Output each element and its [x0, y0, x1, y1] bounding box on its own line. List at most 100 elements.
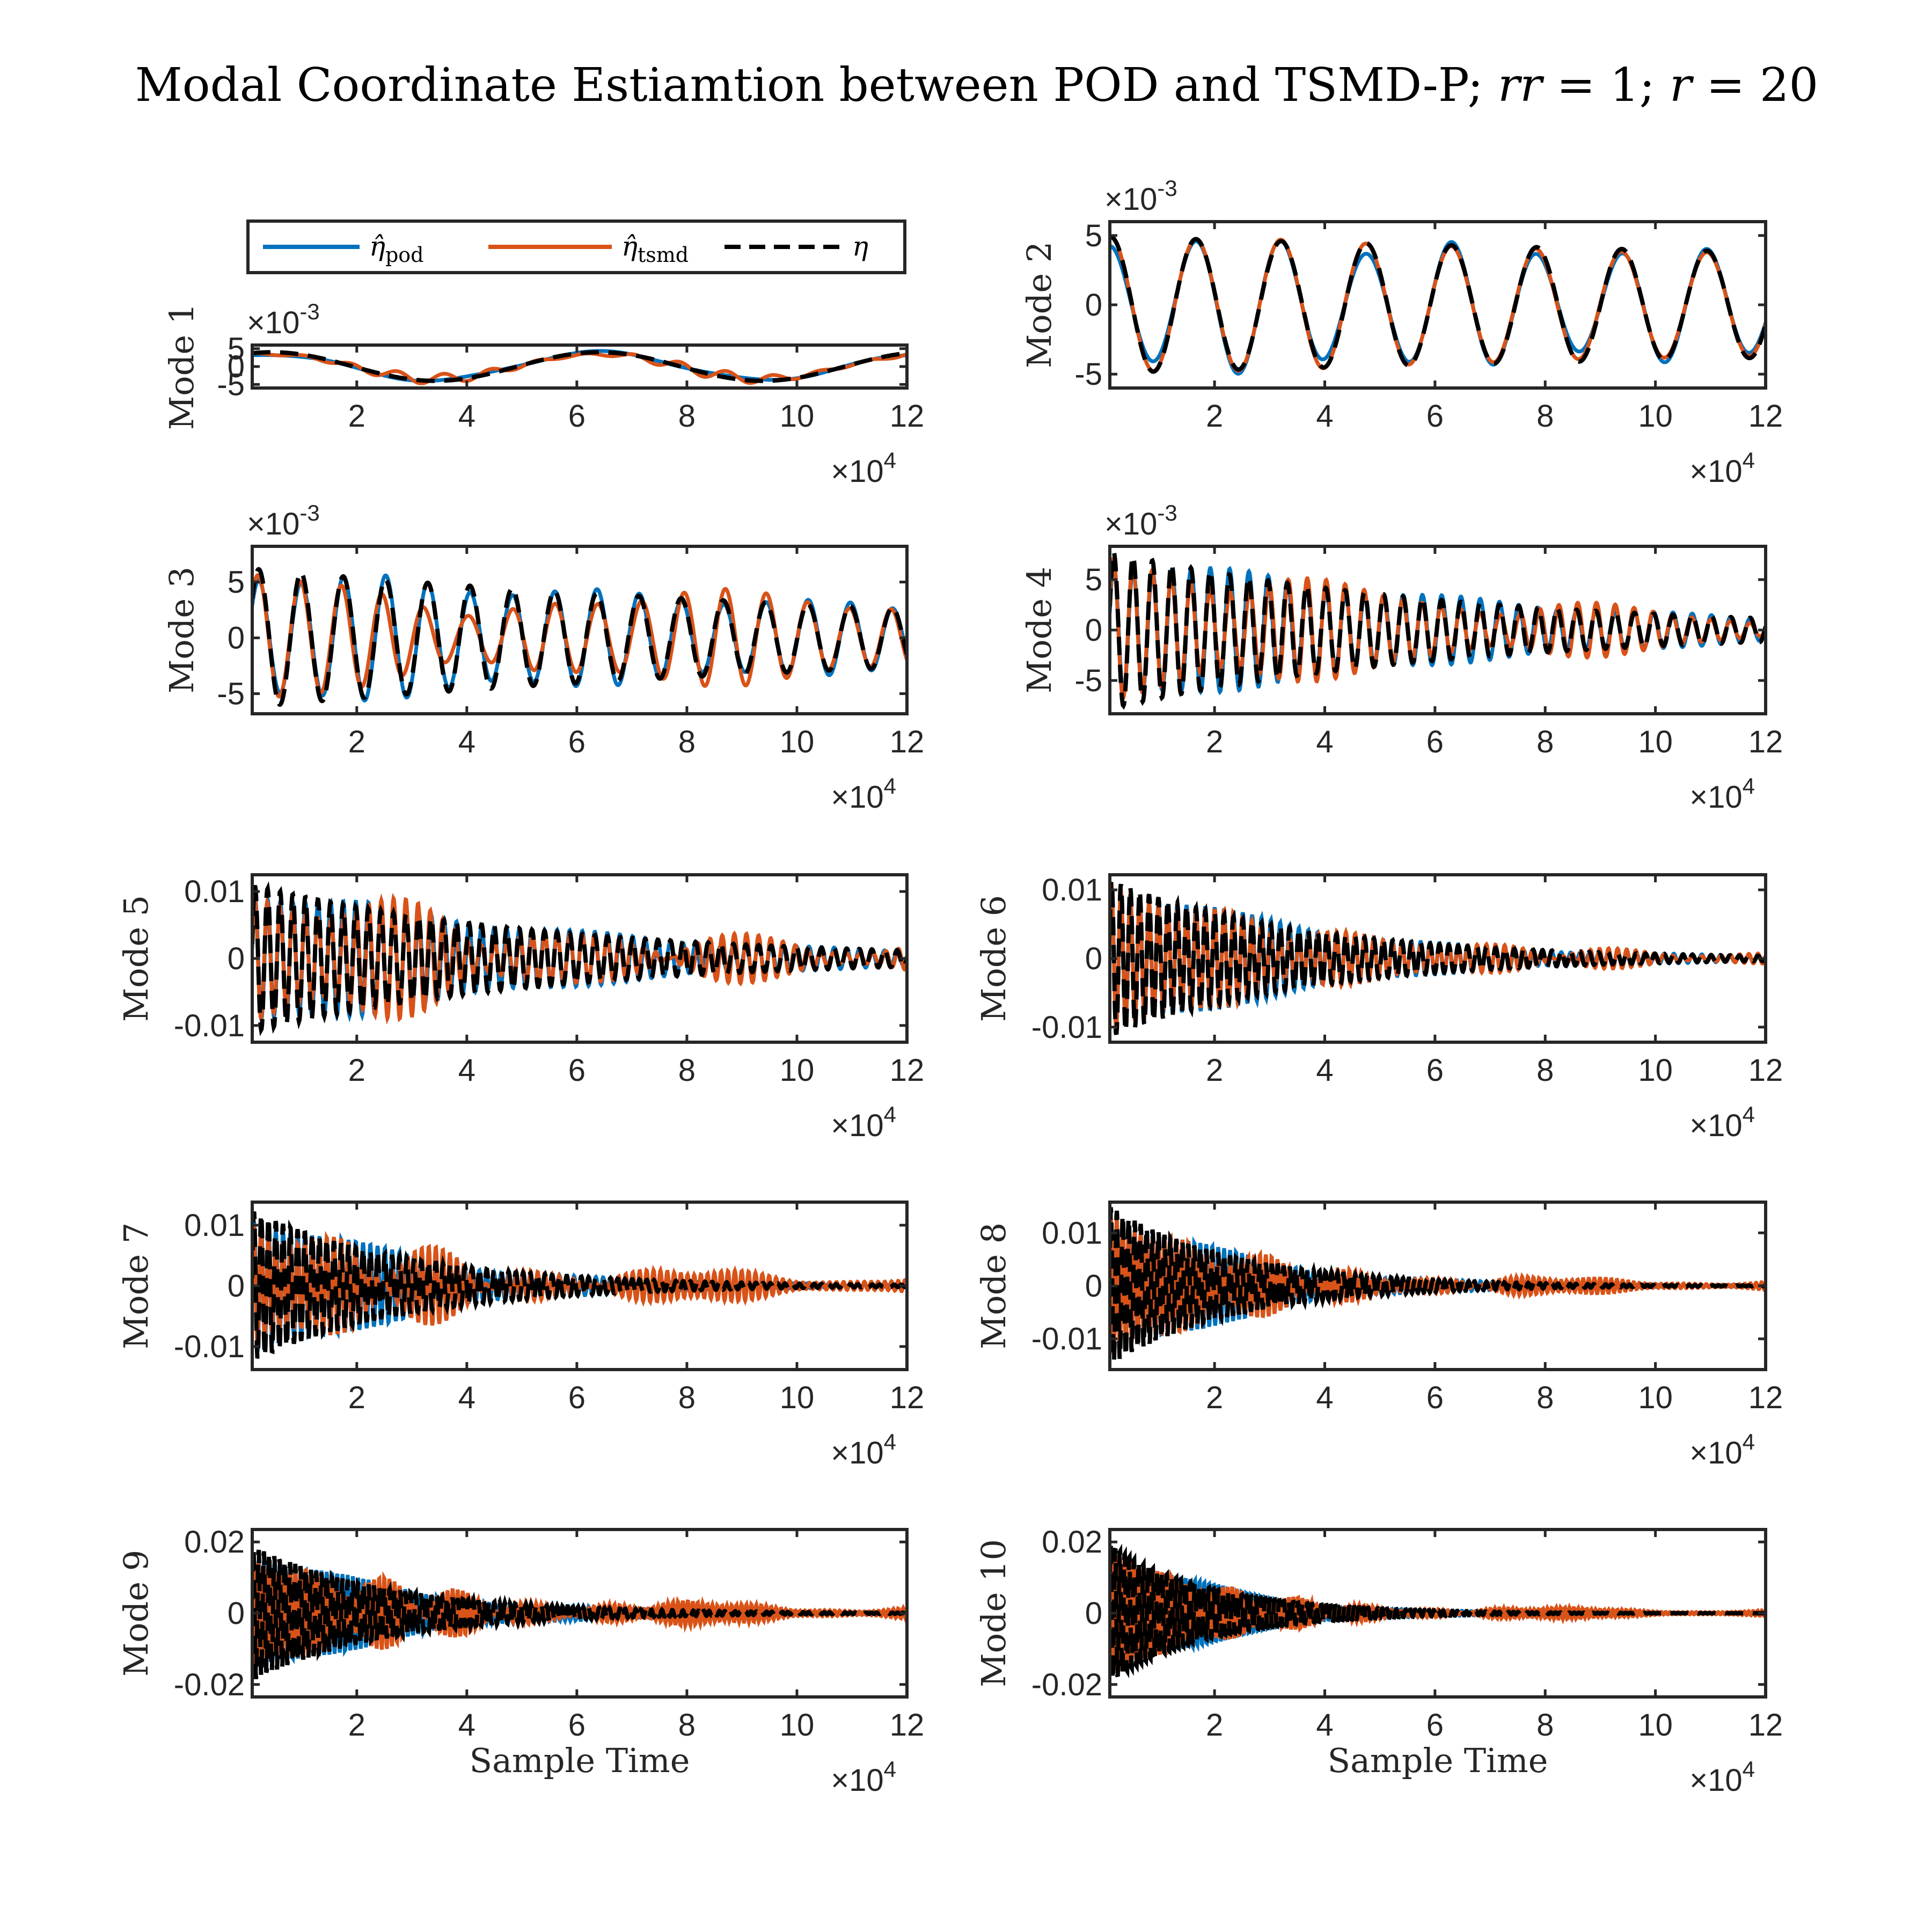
y-tick-label: -0.02 [174, 1667, 245, 1702]
x-tick-label: 8 [1536, 1053, 1554, 1088]
y-tick-label: 5 [1085, 218, 1102, 253]
x-tick-label: 8 [678, 399, 696, 434]
legend-label-tsmd: η̂tsmd [621, 231, 689, 267]
x-tick-label: 4 [458, 1380, 475, 1415]
x-tick-label: 12 [1748, 1053, 1783, 1088]
x-tick-label: 6 [1426, 1380, 1444, 1415]
y-tick-label: 5 [228, 565, 245, 600]
panel-mode-6: 2 4 6 8 10 12 ×104 -0.01 0 0.01 Mode 6 [974, 873, 1783, 1143]
x-tick-label: 10 [780, 1380, 815, 1415]
x-exponent-label: ×104 [1689, 448, 1755, 489]
panel-mode-9: 2 4 6 8 10 12 ×104 -0.02 0 0.02 Mode 9 Sample Time [116, 1525, 924, 1798]
panel-mode-5: 2 4 6 8 10 12 ×104 -0.01 0 0.01 Mode 5 [116, 873, 924, 1143]
y-axis-label-mode-3: Mode 3 [162, 567, 201, 693]
x-axis-label: Sample Time [470, 1741, 690, 1780]
x-tick-label: 6 [1426, 1053, 1444, 1088]
x-tick-label: 8 [678, 1380, 696, 1415]
title-rr: rr [1498, 58, 1545, 112]
x-exponent-label: ×104 [1689, 1102, 1755, 1143]
panel-mode-1: 2 4 6 8 10 12 ×104 -505×10-3 Mode 1 [162, 299, 924, 489]
series-group [252, 1211, 907, 1359]
x-tick-label: 6 [1426, 1708, 1444, 1743]
panel-mode-10: 2 4 6 8 10 12 ×104 -0.02 0 0.02 Mode 10 Sample Time [974, 1525, 1783, 1798]
x-tick-label: 10 [780, 1053, 815, 1088]
y-tick-label: 0 [1085, 1269, 1102, 1304]
y-tick-label: 0.02 [184, 1525, 245, 1560]
x-exponent-label: ×104 [831, 1102, 896, 1143]
x-tick-label: 12 [890, 1380, 925, 1415]
x-tick-label: 10 [1638, 1708, 1673, 1743]
x-tick-label: 12 [1748, 1708, 1783, 1743]
y-axis-label-mode-2: Mode 2 [1020, 241, 1059, 368]
x-tick-label: 8 [1536, 724, 1554, 759]
series-tsmd-mode-5 [252, 889, 907, 1025]
x-tick-label: 2 [1206, 1053, 1223, 1088]
y-tick-label: -5 [1074, 663, 1102, 698]
y-tick-label: 0.02 [1042, 1525, 1102, 1560]
panel-mode-4: 2 4 6 8 10 12 ×104 -5 0 5×10-3 Mode 4 [1020, 500, 1783, 815]
series-group [1110, 548, 1766, 710]
x-tick-label: 10 [1638, 1380, 1673, 1415]
legend-label-pod: η̂pod [369, 231, 424, 267]
y-axis-label-mode-10: Mode 10 [974, 1539, 1013, 1687]
y-tick-label: 0.01 [1042, 1216, 1102, 1250]
panel-mode-2: 2 4 6 8 10 12 ×104 -5 0 5×10-3 Mode 2 [1020, 175, 1783, 489]
x-exponent-label: ×104 [831, 448, 896, 489]
y-tick-label: 0 [1085, 288, 1102, 323]
series-true-mode-7 [252, 1211, 907, 1359]
x-tick-label: 6 [568, 1708, 586, 1743]
x-tick-label: 2 [1206, 1708, 1223, 1743]
x-tick-label: 10 [780, 399, 815, 434]
y-tick-label: -0.01 [1031, 1010, 1102, 1045]
x-tick-label: 8 [678, 1053, 696, 1088]
x-exponent-label: ×104 [831, 1429, 896, 1470]
y-tick-label: 0 [228, 941, 245, 976]
x-tick-label: 2 [348, 399, 365, 434]
title-eq1: = 1; [1542, 58, 1670, 112]
y-tick-label: -5 [1074, 357, 1102, 392]
y-axis-label-mode-8: Mode 8 [974, 1223, 1013, 1349]
x-tick-label: 8 [1536, 1708, 1554, 1743]
y-axis-label-mode-9: Mode 9 [116, 1550, 156, 1677]
x-tick-label: 10 [780, 1708, 815, 1743]
y-tick-label: 5 [228, 332, 245, 367]
series-true-mode-10 [1110, 1543, 1766, 1688]
y-tick-label: -0.02 [1031, 1667, 1102, 1702]
y-tick-label: 0 [228, 349, 245, 384]
x-tick-label: 10 [1638, 724, 1673, 759]
series-true-mode-4 [1110, 548, 1766, 710]
series-group [252, 1547, 907, 1679]
y-axis-label-mode-4: Mode 4 [1020, 567, 1059, 693]
x-tick-label: 6 [568, 1053, 586, 1088]
x-tick-label: 8 [678, 1708, 696, 1743]
series-group [252, 881, 907, 1036]
x-exponent-label: ×104 [831, 773, 896, 815]
x-tick-label: 4 [458, 399, 475, 434]
x-tick-label: 2 [348, 1708, 365, 1743]
series-true-mode-5 [252, 881, 907, 1036]
y-tick-label: 0 [228, 621, 245, 656]
x-tick-label: 6 [1426, 724, 1444, 759]
series-group [252, 349, 907, 385]
y-exponent-label: ×10-3 [247, 500, 320, 541]
legend-label-true: η [852, 231, 868, 262]
panel-mode-3: 2 4 6 8 10 12 ×104 -5 0 5×10-3 Mode 3 [162, 500, 924, 815]
series-true-mode-3 [252, 567, 907, 707]
panel-mode-7: 2 4 6 8 10 12 ×104 -0.01 0 0.01 Mode 7 [116, 1201, 925, 1470]
x-tick-label: 2 [1206, 724, 1223, 759]
x-tick-label: 8 [678, 724, 696, 759]
x-exponent-label: ×104 [1689, 1757, 1755, 1798]
series-group [252, 567, 907, 707]
y-tick-label: 0 [1085, 613, 1102, 648]
y-tick-label: -0.01 [174, 1008, 245, 1043]
x-tick-label: 6 [568, 1380, 586, 1415]
series-true-mode-2 [1110, 235, 1766, 374]
x-tick-label: 10 [780, 724, 815, 759]
title-r: r [1670, 58, 1694, 112]
x-tick-label: 6 [568, 724, 586, 759]
x-tick-label: 4 [1316, 1708, 1333, 1743]
x-exponent-label: ×104 [1689, 1429, 1755, 1470]
y-tick-label: 0 [228, 1269, 245, 1304]
x-tick-label: 6 [568, 399, 586, 434]
